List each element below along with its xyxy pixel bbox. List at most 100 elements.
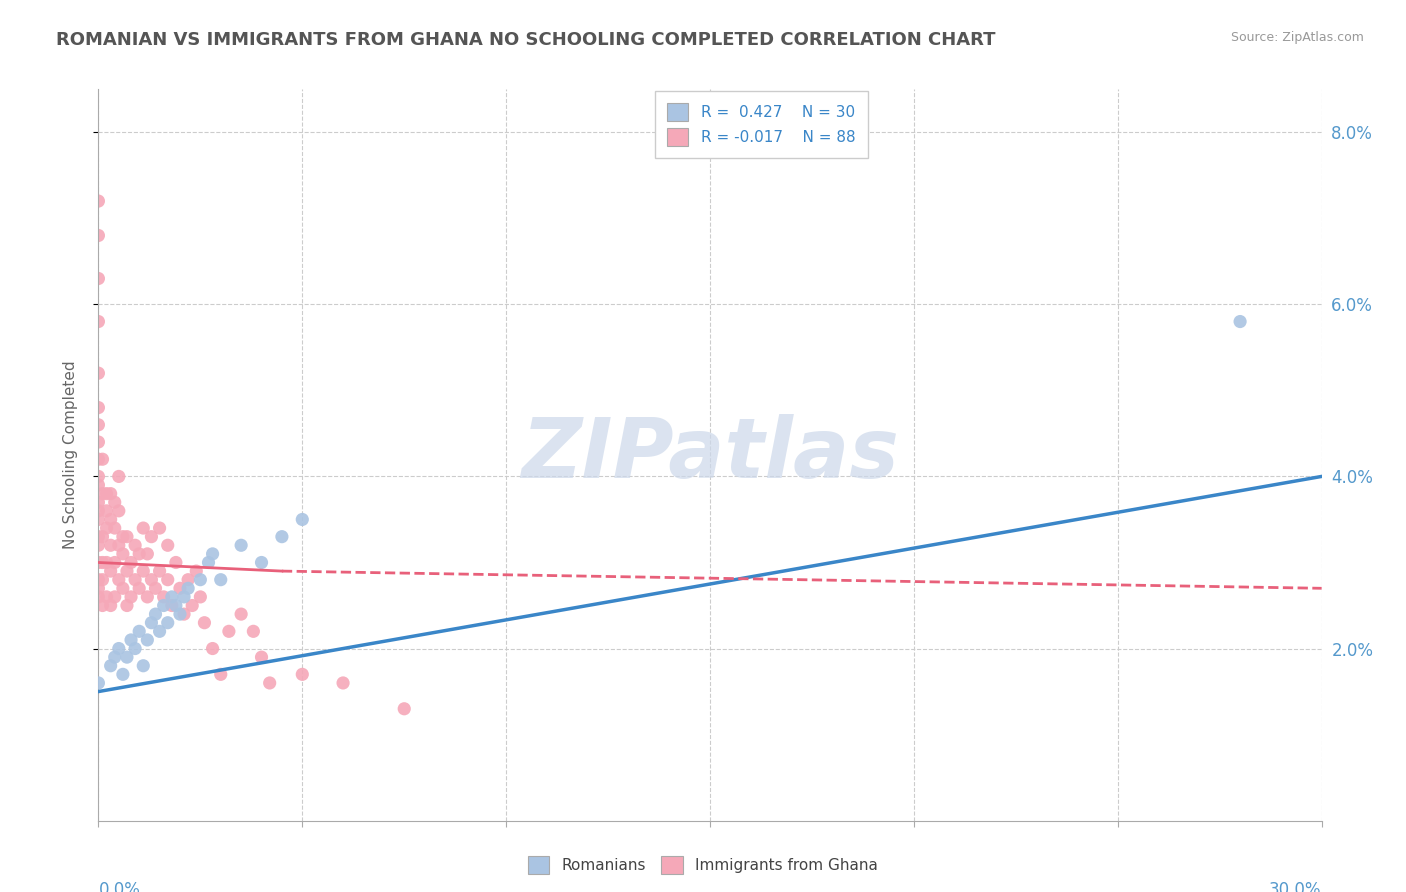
Point [108, 504, 131, 518]
Point [108, 573, 131, 587]
Text: 30.0%: 30.0% [1270, 881, 1322, 892]
Point [96, 590, 118, 604]
Point [128, 582, 150, 596]
Point [231, 538, 253, 552]
Point [87, 504, 110, 518]
Point [250, 556, 273, 570]
Point [136, 547, 159, 561]
Point [136, 632, 159, 647]
Point [124, 538, 146, 552]
Point [188, 573, 212, 587]
Point [169, 607, 191, 621]
Point [392, 702, 416, 716]
Point [100, 564, 122, 578]
Point [197, 556, 219, 570]
Point [96, 504, 118, 518]
Point [193, 615, 215, 630]
Point [136, 590, 159, 604]
Point [270, 530, 294, 544]
Point [132, 564, 155, 578]
Point [111, 667, 134, 681]
Point [87, 401, 110, 415]
Point [100, 486, 122, 500]
Point [115, 650, 138, 665]
Point [128, 547, 150, 561]
Point [115, 564, 138, 578]
Point [91, 486, 114, 500]
Point [332, 676, 354, 690]
Point [186, 564, 208, 578]
Point [291, 512, 314, 526]
Point [108, 641, 131, 656]
Point [128, 624, 150, 639]
Text: 0.0%: 0.0% [98, 881, 141, 892]
Point [111, 582, 134, 596]
Point [100, 538, 122, 552]
Text: ZIPatlas: ZIPatlas [522, 415, 898, 495]
Point [160, 599, 183, 613]
Point [160, 590, 183, 604]
Point [87, 538, 110, 552]
Point [104, 650, 127, 665]
Point [181, 599, 204, 613]
Point [177, 573, 200, 587]
Point [104, 495, 127, 509]
Point [87, 228, 110, 243]
Point [87, 478, 110, 492]
Point [201, 641, 224, 656]
Text: Source: ZipAtlas.com: Source: ZipAtlas.com [1230, 31, 1364, 45]
Point [91, 556, 114, 570]
Point [100, 599, 122, 613]
Point [87, 512, 110, 526]
Point [87, 495, 110, 509]
Point [104, 556, 127, 570]
Point [132, 658, 155, 673]
Point [120, 590, 142, 604]
Point [111, 547, 134, 561]
Point [87, 314, 110, 328]
Point [132, 521, 155, 535]
Point [141, 615, 163, 630]
Point [145, 582, 167, 596]
Point [104, 590, 127, 604]
Point [100, 512, 122, 526]
Point [91, 452, 114, 467]
Point [149, 624, 172, 639]
Point [188, 590, 212, 604]
Point [209, 667, 232, 681]
Point [96, 556, 118, 570]
Point [152, 599, 174, 613]
Point [87, 530, 110, 544]
Point [259, 676, 281, 690]
Point [108, 538, 131, 552]
Point [87, 417, 110, 432]
Point [87, 469, 110, 483]
Point [124, 573, 146, 587]
Point [91, 530, 114, 544]
Point [104, 521, 127, 535]
Y-axis label: No Schooling Completed: No Schooling Completed [63, 360, 77, 549]
Text: ROMANIAN VS IMMIGRANTS FROM GHANA NO SCHOOLING COMPLETED CORRELATION CHART: ROMANIAN VS IMMIGRANTS FROM GHANA NO SCH… [56, 31, 995, 49]
Point [141, 530, 163, 544]
Point [87, 271, 110, 285]
Point [242, 624, 264, 639]
Point [111, 530, 134, 544]
Point [124, 641, 146, 656]
Point [108, 469, 131, 483]
Legend: R =  0.427    N = 30, R = -0.017    N = 88: R = 0.427 N = 30, R = -0.017 N = 88 [661, 97, 862, 152]
Point [156, 615, 179, 630]
Point [173, 590, 195, 604]
Point [91, 599, 114, 613]
Point [173, 607, 195, 621]
Point [149, 564, 172, 578]
Point [145, 607, 167, 621]
Point [231, 607, 253, 621]
Point [156, 538, 179, 552]
Point [177, 582, 200, 596]
Point [87, 582, 110, 596]
Point [120, 632, 142, 647]
Point [201, 547, 224, 561]
Point [209, 573, 232, 587]
Point [141, 573, 163, 587]
Point [87, 573, 110, 587]
